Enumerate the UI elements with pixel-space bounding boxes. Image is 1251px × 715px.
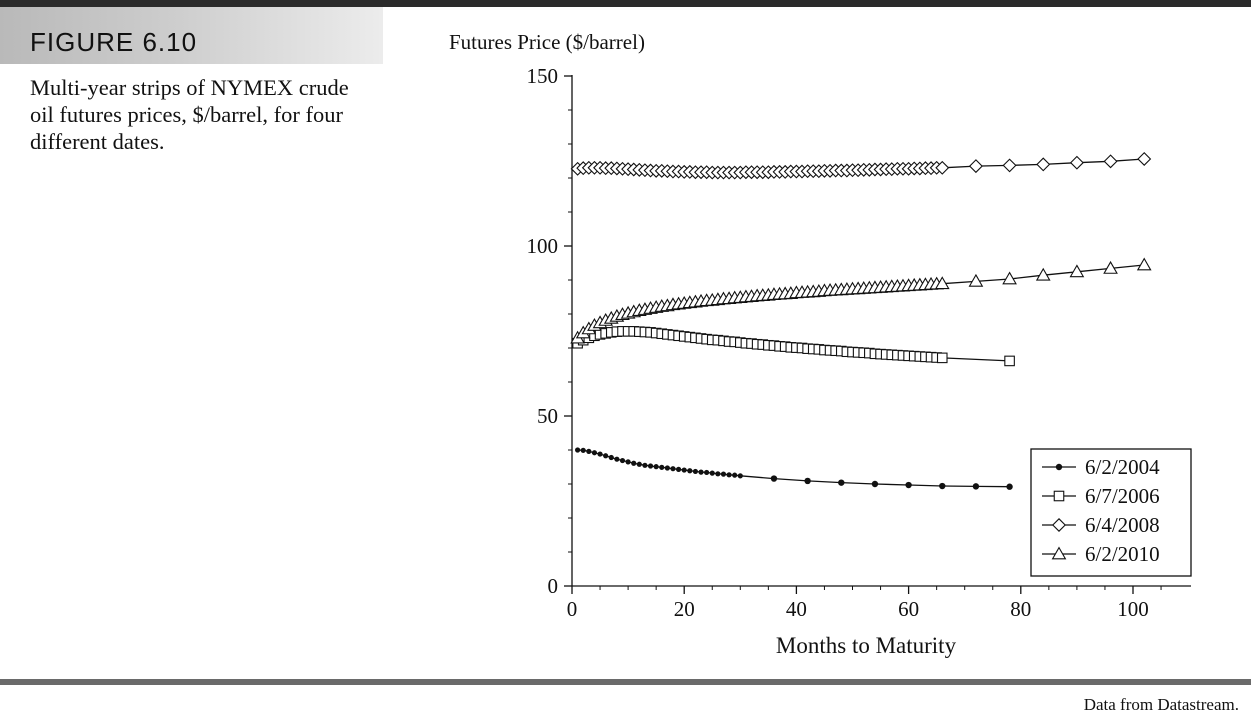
x-tick-label: 40: [786, 597, 807, 621]
series-2004-point: [631, 460, 637, 466]
series-2004-point: [608, 454, 614, 461]
series-2004-line: [577, 449, 1010, 488]
bottom-rule: [0, 679, 1251, 685]
legend-marker: [1052, 518, 1066, 532]
series-2004-point: [692, 468, 699, 475]
series-2004-point: [597, 451, 603, 457]
legend-label: 6/7/2006: [1085, 484, 1160, 508]
series-2004-point: [664, 465, 670, 471]
series-2004-point: [838, 479, 845, 486]
series-2004-point: [770, 475, 778, 482]
legend-marker: [1053, 490, 1065, 502]
y-tick-label: 50: [537, 404, 558, 428]
series-2004-point: [871, 480, 879, 488]
y-tick-label: 150: [527, 64, 559, 88]
series-2008-point: [1103, 154, 1118, 169]
figure-label: FIGURE 6.10: [30, 27, 198, 57]
series-2010-point: [1069, 264, 1085, 278]
top-rule: [0, 0, 1251, 7]
x-tick-label: 0: [567, 597, 578, 621]
series-2004-point: [704, 469, 710, 476]
legend-label: 6/4/2008: [1085, 513, 1160, 537]
series-2008-point: [1137, 151, 1152, 166]
series-2004-point: [804, 477, 811, 485]
series-2008-point: [935, 160, 950, 175]
y-tick-label: 100: [527, 234, 559, 258]
series-2004-point: [659, 464, 665, 470]
x-tick-label: 80: [1010, 597, 1031, 621]
series-2004-point: [732, 472, 738, 478]
series-2004-point: [698, 469, 704, 475]
series-2004-point: [715, 471, 721, 477]
series-2004-point: [905, 481, 912, 489]
y-tick-label: 0: [548, 574, 559, 598]
series-2010-point: [934, 276, 950, 290]
x-tick-label: 60: [898, 597, 919, 621]
series-2008-point: [1069, 155, 1084, 170]
x-tick-label: 100: [1117, 597, 1149, 621]
series-2004-point: [625, 459, 631, 465]
series-2004-point: [636, 461, 642, 467]
legend-label: 6/2/2010: [1085, 542, 1160, 566]
series-2008-point: [1002, 158, 1017, 173]
series-2004-point: [642, 462, 648, 468]
series-2004-point: [586, 448, 592, 454]
series-2004-point: [647, 463, 654, 469]
legend-marker: [1055, 463, 1063, 471]
y-axis-label: Futures Price ($/barrel): [449, 30, 645, 54]
series-2004-point: [675, 466, 682, 472]
series-2006-point: [936, 352, 948, 364]
series-2004-point: [1006, 483, 1013, 490]
x-axis-label: Months to Maturity: [776, 633, 957, 658]
series-2008-point: [968, 159, 983, 174]
series-2004-point: [720, 471, 727, 477]
series-2008-point: [1036, 157, 1051, 172]
series-2004-point: [687, 468, 693, 474]
series-2004-point: [580, 447, 586, 453]
legend-label: 6/2/2004: [1085, 455, 1160, 479]
series-2004-point: [575, 447, 581, 453]
source-note: Data from Datastream.: [1083, 695, 1239, 714]
series-2004-point: [603, 453, 609, 459]
legend-marker: [1051, 546, 1067, 560]
series-2010-point: [1103, 260, 1118, 274]
series-2004-point: [591, 450, 598, 456]
series-2010-point: [1035, 267, 1051, 281]
series-2004-point: [939, 482, 946, 490]
figure-caption: Multi-year strips of NYMEX crude oil fut…: [30, 75, 349, 154]
series-2004-point: [726, 472, 732, 478]
series-2010-point: [968, 273, 984, 287]
series-2004-point: [670, 466, 676, 472]
series-2004-point: [972, 483, 980, 490]
series-2006-point: [1004, 355, 1015, 367]
series-2004-point: [653, 464, 659, 470]
figure-label-box: FIGURE 6.10: [0, 7, 383, 64]
series-2004-point: [737, 473, 743, 479]
series-2004-point: [614, 456, 620, 462]
series-2004-point: [681, 467, 687, 473]
x-tick-label: 20: [674, 597, 695, 621]
series-2004-point: [709, 470, 715, 476]
series-2010-point: [1002, 271, 1017, 285]
series-2010-point: [1136, 257, 1152, 271]
series-2004-point: [619, 457, 626, 464]
